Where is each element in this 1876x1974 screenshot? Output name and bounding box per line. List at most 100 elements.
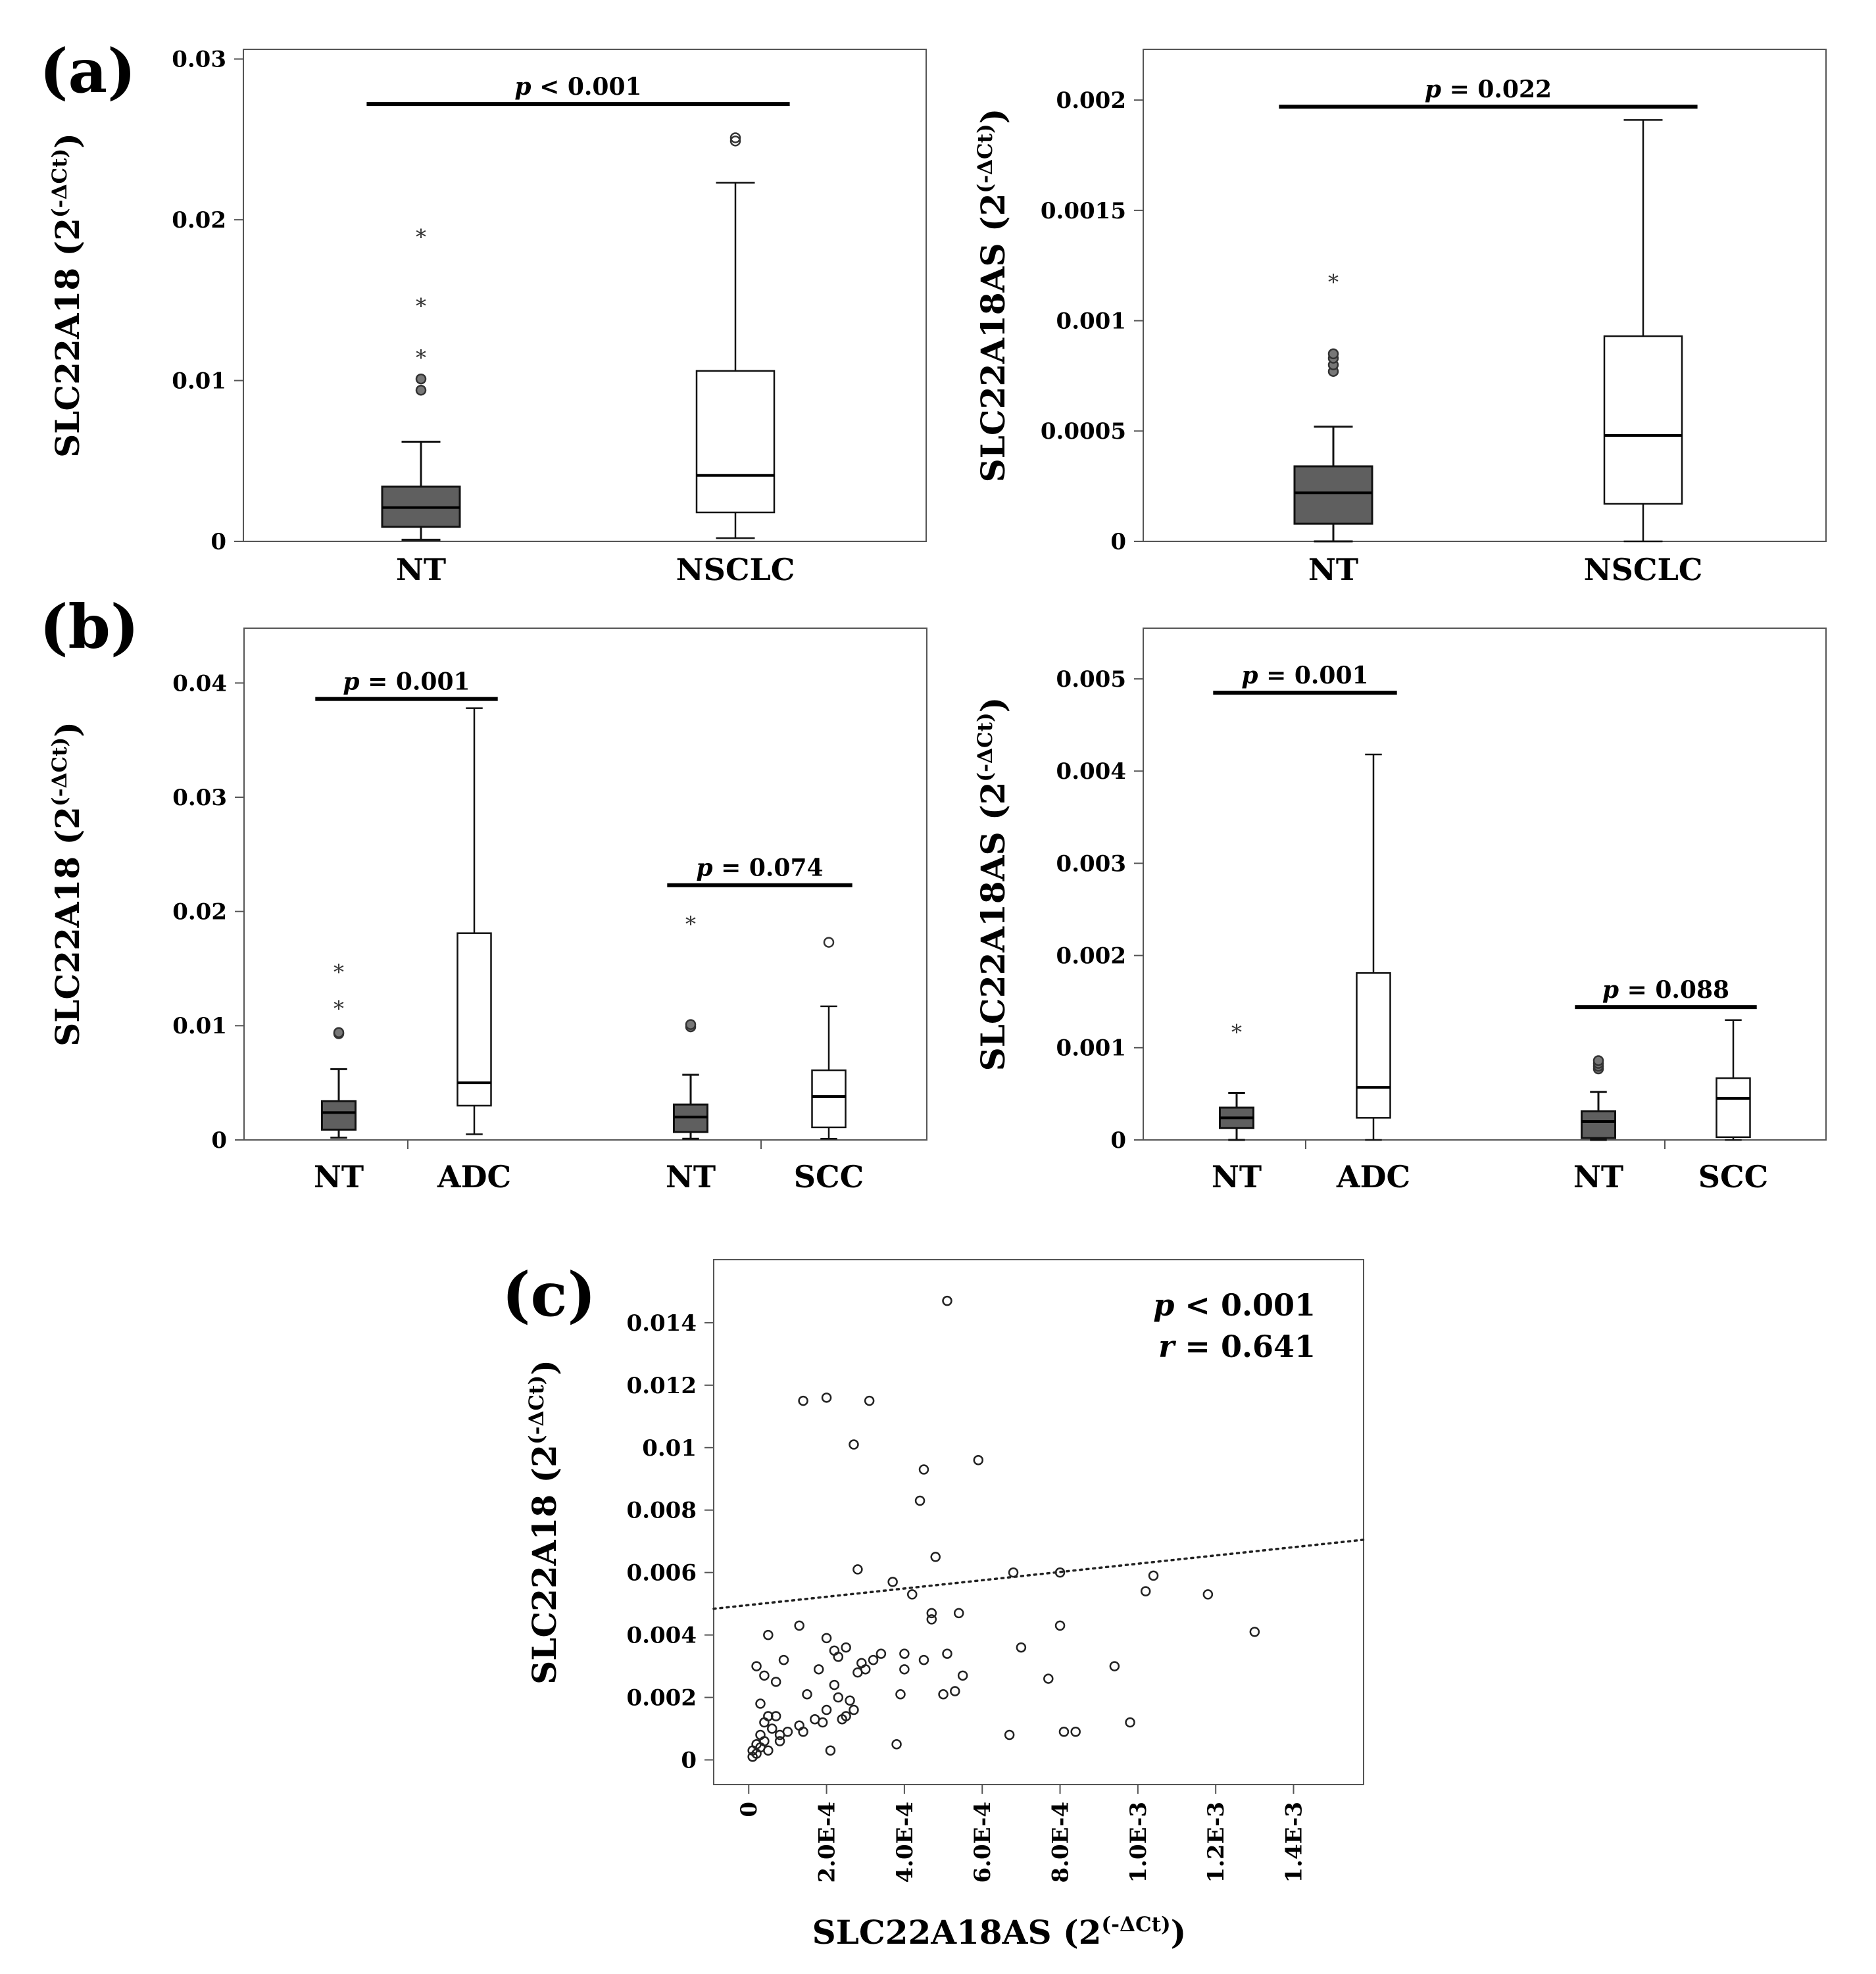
a-right-box: [1293, 465, 1373, 525]
a-left-p-value: p < 0.001: [514, 73, 641, 101]
c-ylabel-close: ): [525, 1360, 564, 1375]
a-left-ytick-label: 0.01: [172, 368, 226, 394]
a-right-p-value: p = 0.022: [1425, 76, 1552, 103]
chart-a-right: 0 0.0005 0.001 0.0015 0.002 NT NSCLC * p = 0.022…: [974, 49, 1827, 587]
chart-b-right: 0 0.001 0.002 0.003 0.004 0.005 NT ADC NT SCC * p =…: [974, 628, 1827, 1195]
c-xtick-label: 1.4E-3: [1281, 1802, 1308, 1883]
b-right-p-text: = 0.001: [1258, 662, 1369, 689]
b-left-p-text: = 0.074: [713, 854, 824, 882]
c-trendline: [712, 1539, 1365, 1610]
c-xtick-label: 1.2E-3: [1203, 1802, 1229, 1883]
a-right-p-symbol: p: [1425, 76, 1441, 103]
a-left-ylabel-sup: (-ΔCt): [48, 149, 72, 218]
c-annotation-r-symbol: r: [1158, 1329, 1177, 1364]
b-right-ylabel-sup: (-ΔCt): [974, 712, 997, 781]
c-data-point: [852, 1564, 863, 1575]
c-xlabel-sup: (-ΔCt): [1101, 1913, 1170, 1937]
c-data-point: [891, 1739, 902, 1750]
c-data-point: [1125, 1717, 1135, 1728]
c-ylabel-main: SLC22A18 (2: [525, 1444, 564, 1685]
a-right-ytick-label: 0.0015: [1041, 198, 1126, 224]
a-right-p-text: = 0.022: [1441, 76, 1552, 103]
a-right-ylabel-sup: (-ΔCt): [974, 124, 997, 193]
a-left-box: [695, 370, 776, 514]
a-left-p-symbol: p: [514, 73, 531, 101]
c-ytick-label: 0.002: [627, 1685, 697, 1712]
c-data-point: [1054, 1620, 1066, 1631]
a-right-ytick-label: 0.0005: [1041, 418, 1126, 445]
c-data-point: [829, 1679, 840, 1690]
c-xtick-label: 2.0E-4: [814, 1802, 841, 1883]
c-annotation-p: p < 0.001: [1153, 1287, 1316, 1323]
c-data-point: [825, 1745, 836, 1756]
a-left-category-label: NSCLC: [676, 552, 795, 587]
c-data-point: [849, 1704, 859, 1715]
c-data-point: [759, 1670, 770, 1681]
c-xtick-label: 8.0E-4: [1048, 1802, 1074, 1883]
c-data-point: [845, 1695, 855, 1706]
b-left-ylabel: SLC22A18 (2(-ΔCt)): [48, 722, 87, 1047]
c-data-point: [918, 1654, 929, 1666]
c-data-point: [794, 1620, 804, 1631]
b-right-ytick-label: 0.001: [1056, 1035, 1126, 1062]
b-left-ylabel-sup: (-ΔCt): [48, 737, 72, 806]
panel-label-b: (b): [39, 591, 139, 662]
a-right-ytick-label: 0.002: [1056, 87, 1126, 114]
b-right-outlier-circle: [1592, 1055, 1604, 1066]
c-data-point: [926, 1614, 937, 1625]
c-data-point: [755, 1698, 766, 1709]
a-left-outlier-circle: [729, 132, 741, 143]
c-data-point: [1202, 1589, 1214, 1600]
b-left-p-symbol: p: [343, 668, 359, 696]
b-left-category-label: NT: [666, 1159, 716, 1195]
c-data-point: [860, 1664, 871, 1675]
c-data-point: [953, 1608, 964, 1619]
c-data-point: [938, 1689, 949, 1700]
b-right-p-value: p = 0.001: [1241, 662, 1368, 689]
c-data-point: [841, 1642, 851, 1653]
b-right-category-label: ADC: [1336, 1159, 1410, 1195]
a-left-ylabel-close: ): [48, 133, 87, 149]
b-left-outlier-circle: [333, 1027, 345, 1039]
a-left-ytick-label: 0.03: [172, 47, 226, 73]
c-data-point: [782, 1727, 793, 1737]
a-left-outlier-circle: [729, 136, 741, 147]
a-left-outlier-circle: [415, 373, 427, 385]
a-right-ylabel: SLC22A18AS (2(-ΔCt)): [974, 109, 1012, 483]
b-left-ylabel-close: ): [48, 722, 87, 737]
c-data-point: [906, 1589, 918, 1600]
b-left-p-text: = 0.001: [360, 668, 470, 696]
b-right-ytick-label: 0.002: [1056, 943, 1126, 970]
c-plot-frame: [713, 1259, 1364, 1785]
b-left-p-value: p = 0.074: [696, 854, 823, 882]
b-left-p-symbol: p: [696, 854, 712, 882]
b-right-box: [1356, 972, 1391, 1119]
b-left-box: [811, 1069, 847, 1129]
b-left-outlier-star: *: [333, 997, 344, 1022]
chart-c: 0 0.002 0.004 0.006 0.008 0.01 0.012 0.014 0 2.0E…: [525, 1259, 1365, 1952]
b-right-ytick-label: 0.005: [1056, 666, 1126, 693]
b-right-category-label: NT: [1573, 1159, 1623, 1195]
c-annotation-r: r = 0.641: [1158, 1329, 1316, 1364]
b-left-ytick-label: 0.04: [172, 670, 227, 697]
c-data-point: [751, 1739, 762, 1750]
b-left-category-label: NT: [314, 1159, 364, 1195]
c-data-point: [930, 1552, 941, 1562]
a-left-p-text: < 0.001: [531, 73, 642, 101]
a-right-ytick-label: 0.001: [1056, 308, 1126, 334]
c-data-point: [778, 1654, 789, 1666]
c-annotation-r-text: = 0.641: [1174, 1329, 1316, 1364]
c-data-point: [1070, 1727, 1081, 1737]
c-xlabel-close: ): [1171, 1913, 1187, 1952]
c-data-point: [833, 1692, 844, 1703]
a-left-outlier-star: *: [416, 345, 426, 370]
a-right-outlier-circle: [1327, 348, 1339, 360]
c-data-point: [798, 1727, 808, 1737]
c-data-point: [942, 1648, 952, 1659]
a-left-ylabel: SLC22A18 (2(-ΔCt)): [48, 133, 87, 458]
c-data-point: [770, 1677, 781, 1687]
c-ytick-label: 0.004: [627, 1623, 697, 1649]
chart-a-left: 0 0.01 0.02 0.03 NT NSCLC * * * p < 0.001 SLC22A18…: [48, 47, 927, 587]
c-xtick-label: 0: [736, 1802, 762, 1817]
